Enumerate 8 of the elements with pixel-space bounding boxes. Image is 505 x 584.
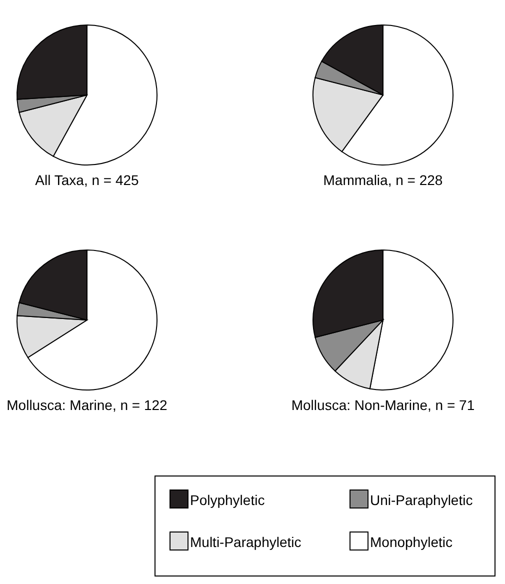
- legend-label: Monophyletic: [370, 534, 452, 550]
- legend-label: Uni-Paraphyletic: [370, 492, 473, 508]
- legend-label: Multi-Paraphyletic: [190, 534, 302, 550]
- legend-label: Polyphyletic: [190, 492, 265, 508]
- text: Mollusca: Non-Marine, n = 71: [291, 397, 475, 413]
- text: Mammalia, n = 228: [323, 172, 443, 188]
- text: All Taxa, n = 425: [35, 172, 140, 188]
- text: Mollusca: Marine, n = 122: [6, 397, 168, 413]
